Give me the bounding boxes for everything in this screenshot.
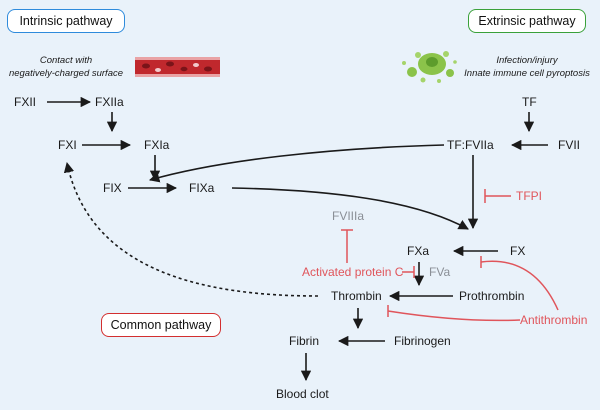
node-fxia: FXIa [144, 138, 170, 152]
node-fva: FVa [429, 265, 451, 279]
inhibitor-activated-protein-c: Activated protein C [302, 265, 404, 279]
blood-vessel-illustration [135, 57, 220, 77]
infection-note-line1: Infection/injury [496, 55, 558, 66]
node-thrombin: Thrombin [331, 289, 382, 303]
intrinsic-pathway-title: Intrinsic pathway [7, 9, 125, 33]
infection-note: Infection/injury Innate immune cell pyro… [458, 55, 596, 81]
node-fxi: FXI [58, 138, 77, 152]
activated-protein-c-inhibition-fva [402, 266, 415, 278]
infection-note-line2: Innate immune cell pyroptosis [464, 67, 590, 79]
arrow-fixa-to-fxa [231, 187, 469, 230]
immune-cell-illustration [402, 51, 457, 83]
intrinsic-pathway-label: Intrinsic pathway [19, 14, 113, 28]
node-fvii: FVII [558, 138, 581, 152]
contact-note: Contact with negatively-charged surface [5, 55, 127, 81]
node-tf: TF [522, 95, 537, 109]
node-fixa: FIXa [189, 181, 215, 195]
node-fviiia: FVIIIa [332, 209, 365, 223]
node-prothrombin: Prothrombin [459, 289, 525, 303]
node-tf-fviia: TF:FVIIa [447, 138, 494, 152]
node-fibrin: Fibrin [289, 334, 320, 348]
node-fxiia: FXIIa [95, 95, 124, 109]
node-fix: FIX [103, 181, 122, 195]
inhibitor-tfpi: TFPI [516, 189, 542, 203]
antithrombin-inhibition-fxa [480, 256, 559, 311]
node-fxa: FXa [407, 244, 430, 258]
inhibitor-antithrombin: Antithrombin [520, 313, 588, 327]
common-pathway-title: Common pathway [101, 313, 221, 337]
node-fxii: FXII [14, 95, 37, 109]
tfpi-inhibition [484, 189, 511, 203]
common-pathway-label: Common pathway [110, 318, 212, 332]
extrinsic-pathway-label: Extrinsic pathway [478, 14, 576, 28]
extrinsic-pathway-title: Extrinsic pathway [468, 9, 586, 33]
node-fx: FX [510, 244, 526, 258]
node-fibrinogen: Fibrinogen [394, 334, 451, 348]
contact-note-line2: negatively-charged surface [8, 67, 124, 79]
antithrombin-inhibition-thrombin [387, 305, 521, 322]
contact-note-line1: Contact with [39, 55, 93, 66]
activated-protein-c-inhibition-fviiia [341, 229, 353, 263]
arrow-thrombin-to-fxi-feedback [63, 161, 319, 297]
arrow-tf-fviia-to-fix [148, 144, 445, 183]
node-blood-clot: Blood clot [276, 387, 329, 401]
